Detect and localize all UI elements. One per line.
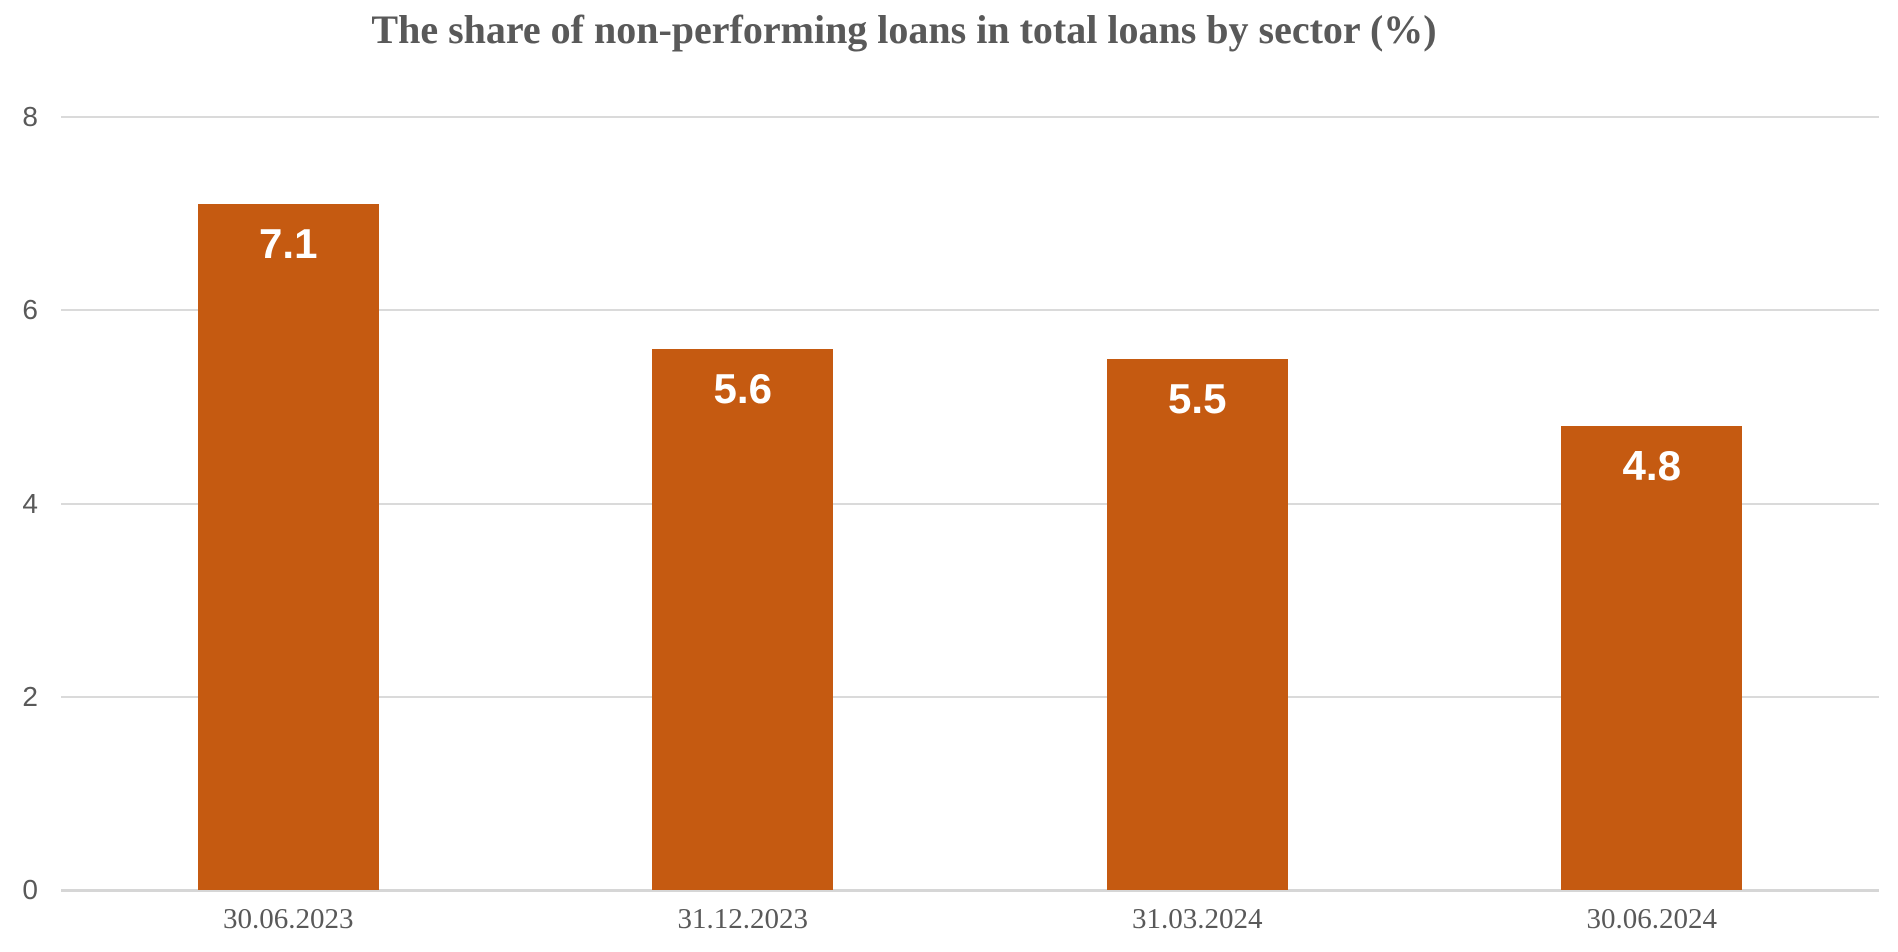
gridline xyxy=(61,309,1879,312)
x-axis-category-label: 30.06.2023 xyxy=(223,903,354,935)
x-axis-baseline xyxy=(61,888,1879,892)
y-axis-tick-label: 2 xyxy=(22,680,38,712)
x-axis-category-label: 31.12.2023 xyxy=(677,903,809,935)
bar: 4.8 xyxy=(1561,426,1743,890)
bar: 5.5 xyxy=(1106,358,1288,890)
y-axis-tick-label: 6 xyxy=(22,294,38,326)
x-axis-category-label: 31.03.2024 xyxy=(1132,903,1263,935)
chart-title: The share of non-performing loans in tot… xyxy=(371,7,1437,52)
bar-value-label: 5.5 xyxy=(1168,374,1227,422)
bar-value-label: 5.6 xyxy=(713,364,772,412)
gridline xyxy=(61,695,1879,698)
gridline xyxy=(61,116,1879,118)
bar-value-label: 7.1 xyxy=(259,219,318,267)
y-axis-tick-label: 4 xyxy=(22,487,38,519)
bar: 7.1 xyxy=(197,203,379,890)
bar: 5.6 xyxy=(652,348,834,890)
y-axis-tick-label: 8 xyxy=(22,101,38,132)
x-axis-category-label: 30.06.2024 xyxy=(1586,903,1718,935)
bar-value-label: 4.8 xyxy=(1622,442,1681,490)
y-axis-tick-label: 0 xyxy=(22,874,38,905)
gridline xyxy=(61,502,1879,505)
